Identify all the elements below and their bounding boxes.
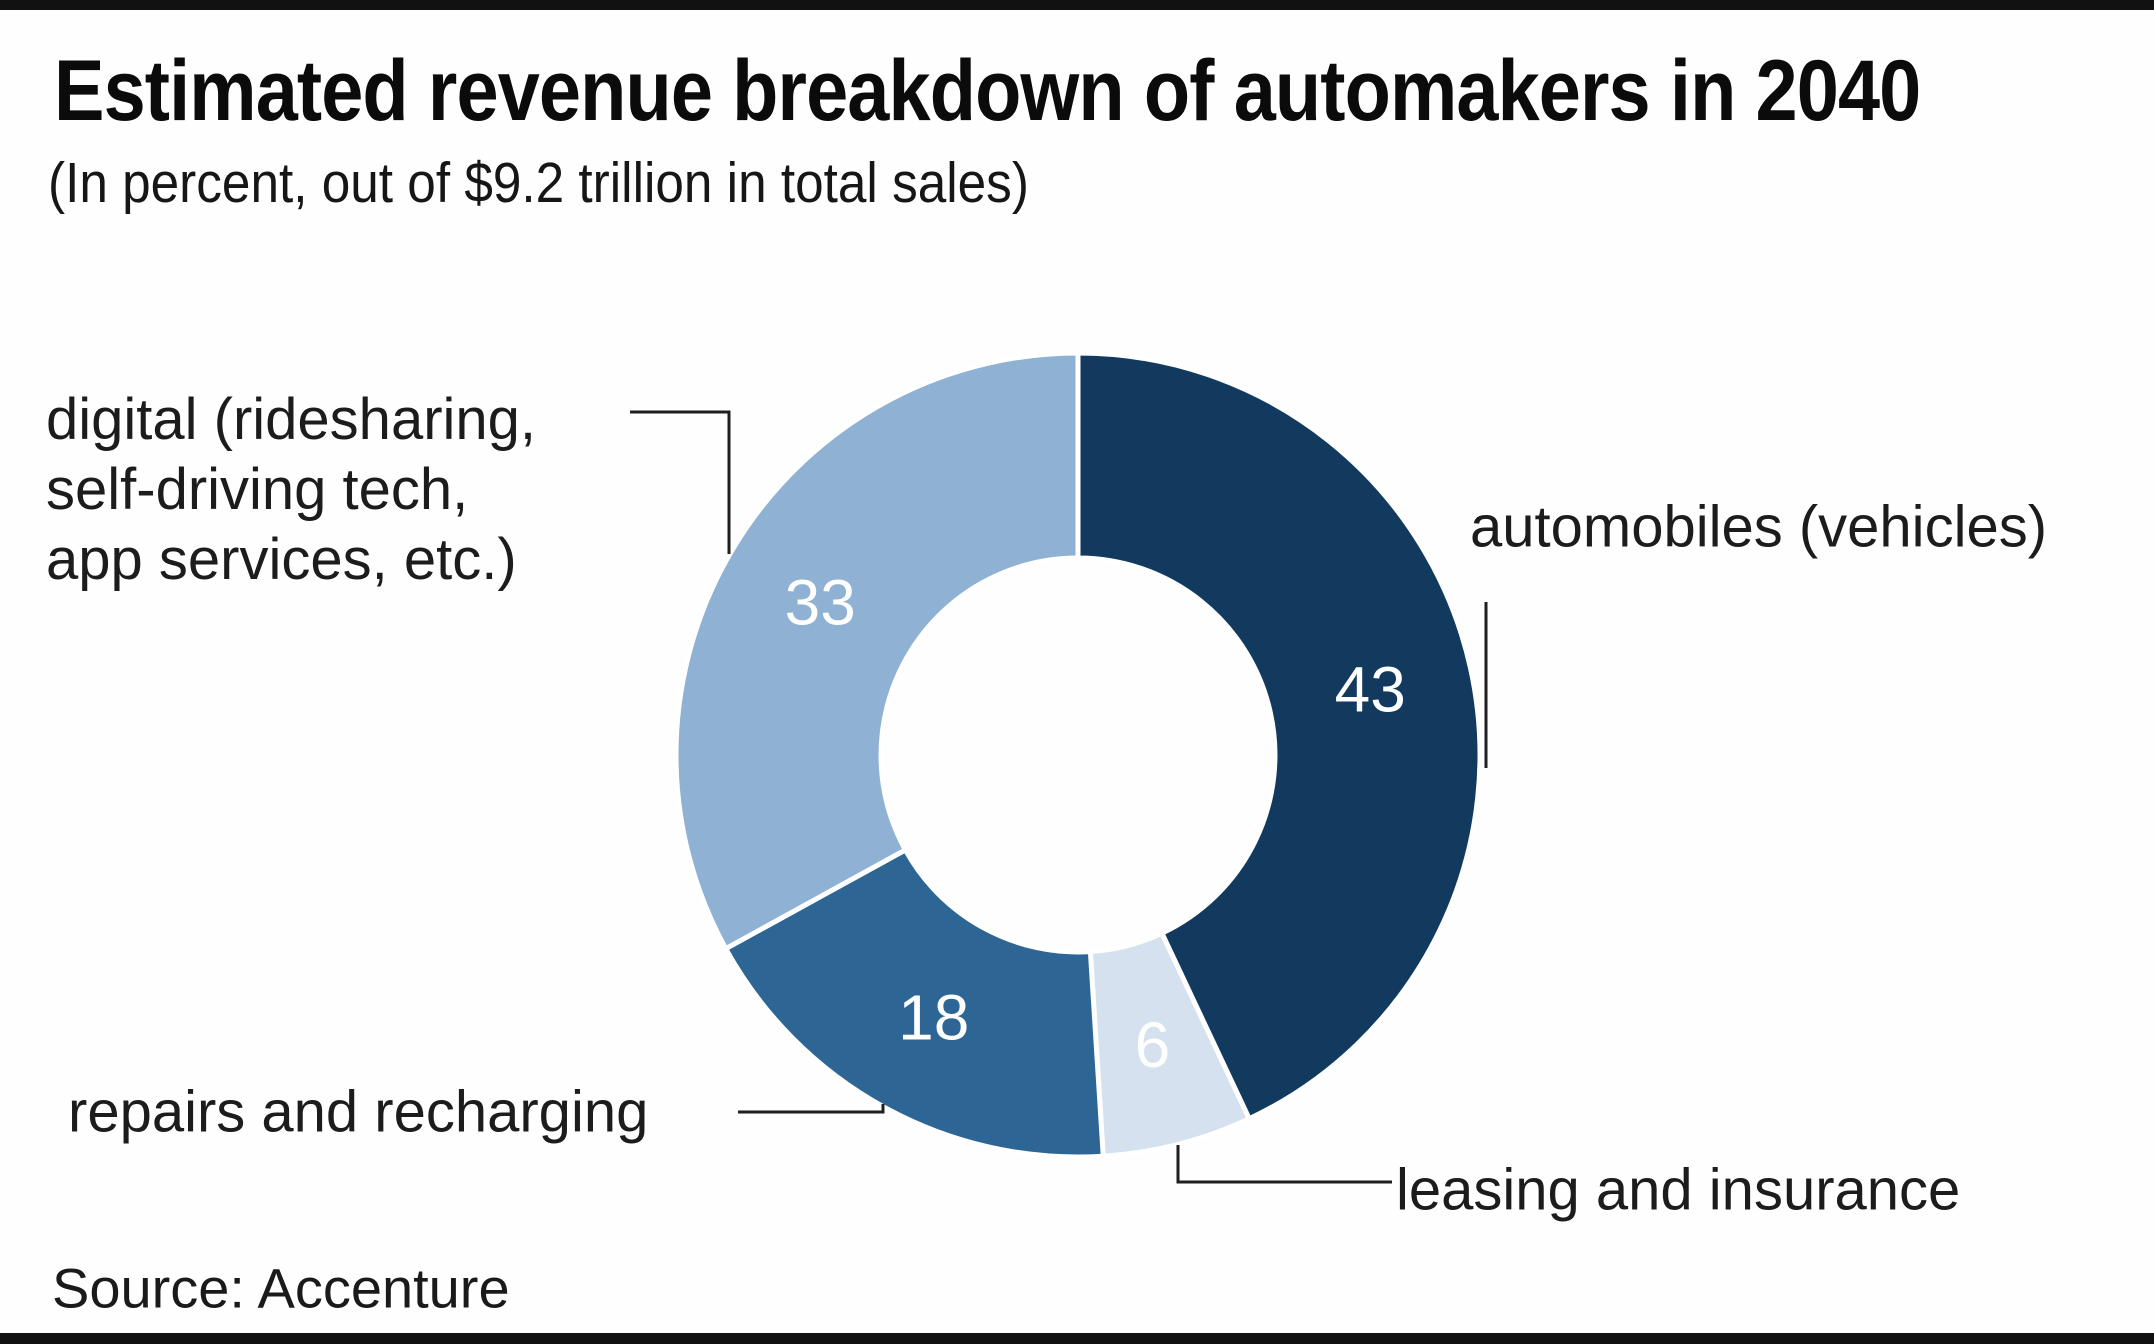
chart-subtitle: (In percent, out of $9.2 trillion in tot… (48, 151, 1029, 215)
value-label-0: 43 (1335, 654, 1406, 726)
donut-segment-0 (1075, 350, 1483, 1123)
label-digital-line1: digital (ridesharing, (46, 387, 537, 452)
label-automobiles: automobiles (vehicles) (1470, 494, 2048, 560)
label-repairs: repairs and recharging (68, 1079, 649, 1145)
connector-digital (630, 410, 731, 554)
donut-value-labels: 43 6 18 33 (785, 567, 1406, 1082)
label-digital: digital (ridesharing, self-driving tech,… (46, 385, 536, 595)
label-digital-line3: app services, etc.) (46, 527, 517, 592)
value-label-3: 33 (785, 567, 856, 639)
donut-segment-3 (673, 350, 1081, 953)
bottom-rule (0, 1333, 2154, 1344)
chart-title: Estimated revenue breakdown of automaker… (54, 43, 1921, 139)
label-leasing: leasing and insurance (1396, 1157, 1961, 1223)
value-label-2: 18 (898, 981, 969, 1053)
source-note: Source: Accenture (52, 1256, 510, 1320)
connector-repairs (738, 1104, 885, 1114)
donut-segment-2 (722, 846, 1106, 1160)
label-digital-line2: self-driving tech, (46, 457, 469, 522)
connector-leasing (1176, 1145, 1392, 1184)
top-rule (0, 0, 2154, 10)
donut-segments (673, 350, 1483, 1160)
value-label-1: 6 (1135, 1009, 1171, 1081)
